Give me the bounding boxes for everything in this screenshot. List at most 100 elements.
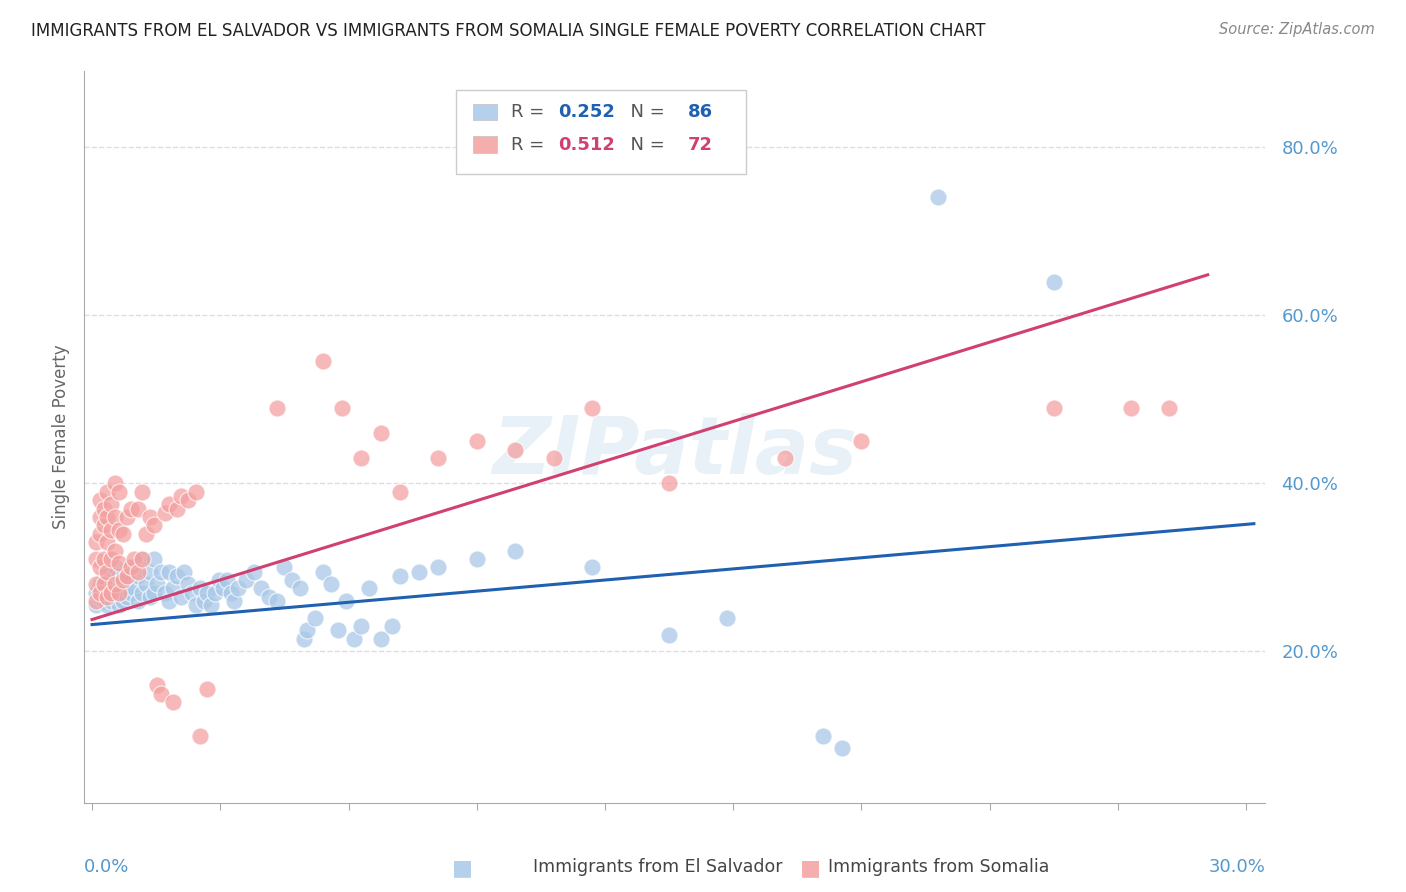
Point (811, 729, 834, 743)
Point (312, 354, 335, 368)
Point (927, 190, 949, 204)
Point (1119, 401, 1142, 415)
Point (93, 501, 115, 516)
Point (108, 569, 131, 583)
Point (89, 585, 111, 599)
Point (184, 484, 207, 499)
Point (292, 632, 315, 646)
Point (89, 577, 111, 591)
Point (108, 484, 131, 499)
Point (93, 594, 115, 608)
Point (1043, 401, 1066, 415)
Point (408, 565, 430, 579)
Point (150, 686, 173, 700)
Point (108, 585, 131, 599)
Point (350, 619, 373, 633)
Text: ■: ■ (800, 858, 821, 878)
Point (177, 577, 200, 591)
Point (153, 506, 176, 520)
Point (581, 560, 603, 574)
Text: N =: N = (620, 103, 671, 120)
Point (162, 582, 184, 596)
Text: IMMIGRANTS FROM EL SALVADOR VS IMMIGRANTS FROM SOMALIA SINGLE FEMALE POVERTY COR: IMMIGRANTS FROM EL SALVADOR VS IMMIGRANT… (31, 22, 986, 40)
Point (115, 573, 138, 587)
Y-axis label: Single Female Poverty: Single Female Poverty (52, 345, 70, 529)
Point (204, 585, 226, 599)
Point (127, 594, 149, 608)
Point (108, 585, 131, 599)
Point (157, 565, 180, 579)
Point (89, 526, 111, 541)
Point (427, 560, 450, 574)
Point (124, 582, 146, 596)
Point (581, 401, 603, 415)
Point (465, 552, 488, 566)
Point (100, 552, 122, 566)
Point (108, 556, 131, 570)
Point (153, 585, 176, 599)
Point (235, 573, 257, 587)
Point (104, 543, 127, 558)
Point (127, 569, 149, 583)
Point (224, 594, 246, 608)
Point (89, 560, 111, 574)
Point (851, 434, 873, 449)
Point (93, 518, 115, 533)
Point (111, 526, 134, 541)
Point (100, 582, 122, 596)
Point (84, 594, 107, 608)
Point (100, 497, 122, 511)
Point (104, 560, 127, 574)
Point (96, 510, 118, 524)
Point (124, 552, 146, 566)
Point (135, 526, 157, 541)
Point (115, 510, 138, 524)
Point (319, 577, 342, 591)
Point (127, 565, 149, 579)
Point (388, 569, 411, 583)
Point (188, 729, 211, 743)
Point (111, 594, 134, 608)
Point (1159, 401, 1181, 415)
Text: 30.0%: 30.0% (1209, 858, 1265, 876)
Point (96, 535, 118, 549)
Text: ■: ■ (451, 858, 472, 878)
Point (184, 599, 207, 613)
Point (226, 582, 249, 596)
Point (343, 632, 366, 646)
Point (139, 510, 162, 524)
Point (127, 501, 149, 516)
Point (212, 582, 235, 596)
Point (157, 497, 180, 511)
Point (658, 627, 681, 641)
Point (281, 573, 304, 587)
Point (166, 501, 188, 516)
Point (93, 569, 115, 583)
Point (773, 451, 796, 466)
Point (304, 611, 326, 625)
Point (100, 585, 122, 599)
Point (350, 451, 373, 466)
Point (157, 594, 180, 608)
Point (108, 599, 131, 613)
Text: R =: R = (510, 136, 550, 153)
Point (250, 582, 273, 596)
Point (169, 489, 191, 503)
Point (357, 582, 380, 596)
Point (297, 624, 319, 638)
Point (89, 493, 111, 508)
Point (100, 565, 122, 579)
Point (381, 619, 404, 633)
Text: 0.512: 0.512 (558, 136, 614, 153)
Point (96, 573, 118, 587)
Point (131, 585, 153, 599)
Point (242, 565, 264, 579)
Point (193, 594, 215, 608)
Point (96, 585, 118, 599)
Point (93, 552, 115, 566)
Point (162, 695, 184, 709)
Point (658, 476, 681, 491)
Point (169, 590, 191, 604)
Point (104, 510, 127, 524)
Point (96, 599, 118, 613)
